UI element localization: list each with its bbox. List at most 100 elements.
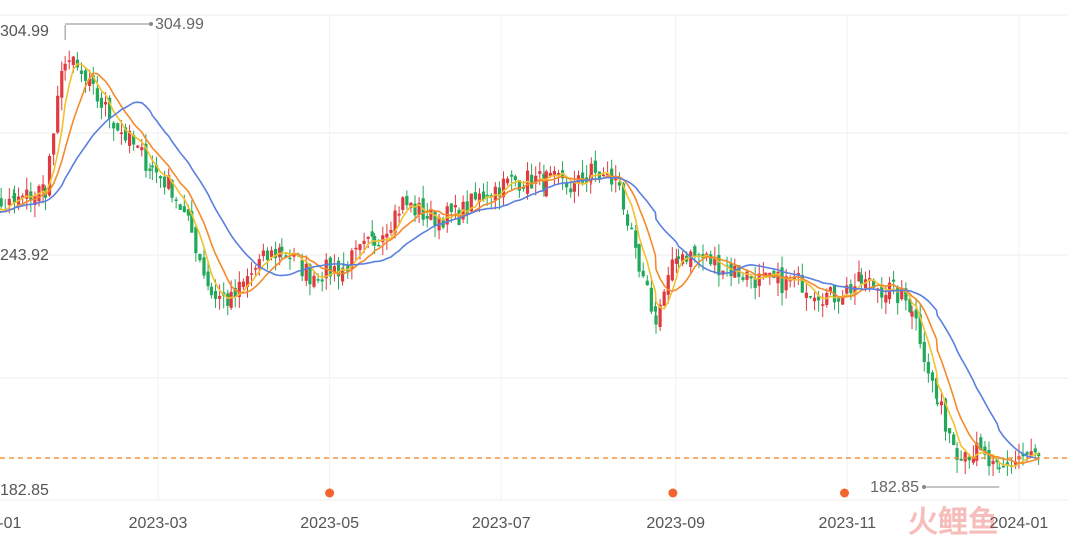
candle xyxy=(300,253,304,282)
candle xyxy=(926,353,930,383)
candle xyxy=(947,428,952,444)
max-dot xyxy=(149,22,153,26)
candle xyxy=(812,291,817,311)
y-axis-labels: 304.99 243.92 182.85 xyxy=(0,23,49,499)
candle xyxy=(733,258,737,278)
watermark: 火鲤鱼 xyxy=(908,505,998,539)
candle xyxy=(721,270,725,280)
candle xyxy=(377,239,381,247)
candle xyxy=(167,168,171,191)
candle xyxy=(637,243,641,278)
candle xyxy=(324,253,328,290)
candle xyxy=(99,92,104,120)
candle xyxy=(918,304,922,349)
event-marker-dot xyxy=(325,488,335,498)
candle xyxy=(453,194,457,220)
event-marker-dot xyxy=(668,488,678,498)
candle xyxy=(261,243,265,262)
candle xyxy=(510,170,514,190)
candle xyxy=(481,183,486,202)
x-tick-label: 2023-01 xyxy=(0,515,21,532)
candle xyxy=(397,206,401,226)
candle xyxy=(56,85,60,135)
candle xyxy=(817,290,821,312)
candle xyxy=(572,170,577,204)
candle xyxy=(198,253,202,263)
candle xyxy=(501,171,506,206)
candle xyxy=(662,289,666,306)
candle xyxy=(413,195,417,222)
candle xyxy=(136,144,140,149)
candle xyxy=(709,250,713,267)
candle xyxy=(983,440,987,460)
candle xyxy=(132,130,136,151)
candle xyxy=(95,76,99,109)
max-value-label: 304.99 xyxy=(155,16,204,33)
candle xyxy=(237,271,241,308)
candle xyxy=(1029,438,1033,458)
candle xyxy=(350,248,354,280)
x-tick-label: 2023-11 xyxy=(819,515,877,532)
candle xyxy=(641,262,645,279)
candle xyxy=(569,180,573,198)
y-tick-label: 304.99 xyxy=(0,23,49,40)
candle xyxy=(808,295,813,299)
candle xyxy=(757,263,761,298)
candle xyxy=(670,247,674,282)
candle xyxy=(123,123,128,144)
candle xyxy=(190,200,194,233)
candle xyxy=(83,67,88,93)
event-marker-dot xyxy=(840,488,850,498)
candle xyxy=(991,456,995,476)
candle xyxy=(245,268,250,298)
candle xyxy=(930,370,935,393)
candle xyxy=(859,268,863,292)
candle xyxy=(218,284,222,310)
candle xyxy=(288,249,292,270)
candle xyxy=(116,122,120,132)
event-markers xyxy=(325,488,850,498)
candle xyxy=(658,298,662,332)
candle xyxy=(79,62,84,83)
extreme-annotations: 304.99 182.85 xyxy=(64,16,1000,496)
candle xyxy=(0,187,3,210)
ma-line-ma-short xyxy=(0,62,1039,467)
candle xyxy=(910,305,914,330)
candle xyxy=(209,282,214,299)
candle xyxy=(580,160,585,186)
y-tick-label: 243.92 xyxy=(0,247,49,264)
candle xyxy=(689,249,693,274)
candle xyxy=(63,55,67,81)
candle xyxy=(634,224,638,259)
candle xyxy=(745,269,749,287)
candle xyxy=(405,190,409,210)
candle xyxy=(1001,459,1005,468)
candle xyxy=(194,224,198,262)
candle xyxy=(645,275,649,286)
candle xyxy=(904,282,908,311)
candle xyxy=(538,162,542,185)
candle xyxy=(922,332,926,372)
candle xyxy=(108,95,112,129)
candle xyxy=(780,256,784,306)
candle xyxy=(421,185,425,226)
candle xyxy=(749,275,753,289)
candle xyxy=(601,167,606,177)
candle xyxy=(530,163,534,189)
candle xyxy=(473,182,477,201)
candle xyxy=(935,391,939,407)
candle xyxy=(320,271,324,292)
candle xyxy=(312,271,316,289)
candle xyxy=(654,309,658,334)
candle xyxy=(393,204,397,239)
candle xyxy=(625,210,630,231)
candle xyxy=(768,272,772,285)
candle xyxy=(979,433,983,451)
x-tick-label: 2024-01 xyxy=(990,515,1049,532)
candle xyxy=(617,172,622,191)
candle xyxy=(544,169,548,198)
candle xyxy=(630,222,634,230)
candle xyxy=(963,449,967,475)
candle xyxy=(489,193,493,209)
